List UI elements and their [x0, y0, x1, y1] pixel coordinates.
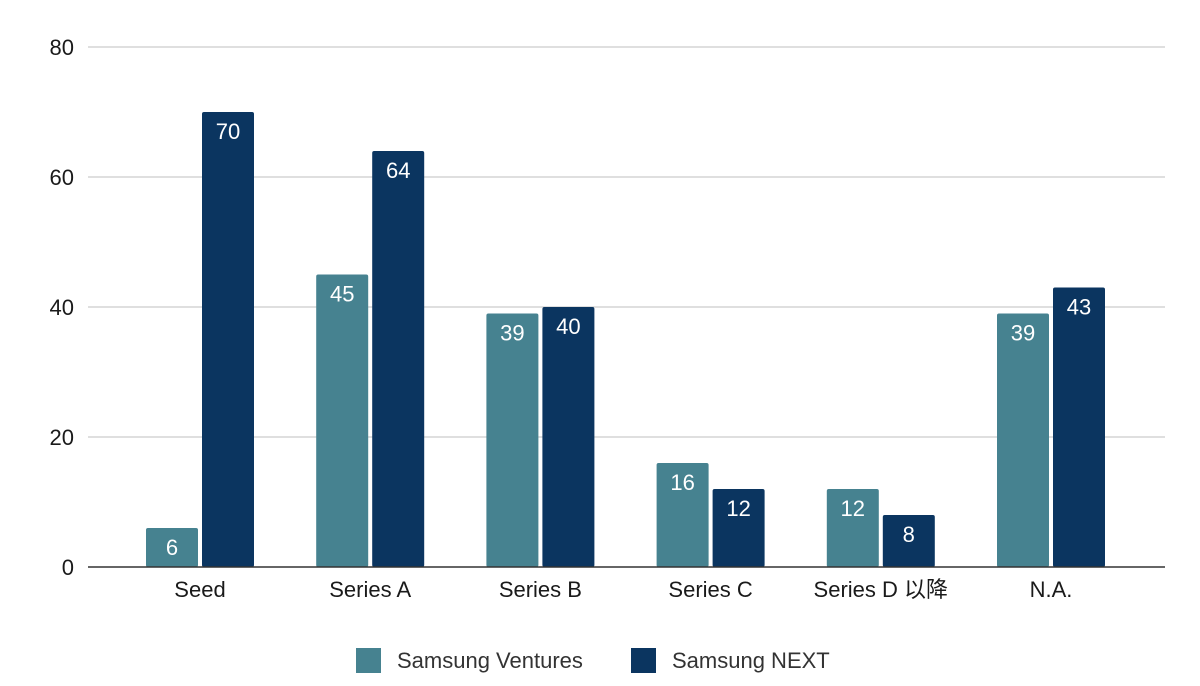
y-tick-label: 80 [50, 35, 74, 60]
bar-1-5 [1053, 287, 1105, 567]
bar-value-label: 40 [556, 314, 580, 339]
y-tick-label: 20 [50, 425, 74, 450]
bar-0-0 [146, 528, 198, 567]
bar-value-label: 6 [166, 535, 178, 560]
bar-value-label: 12 [726, 496, 750, 521]
data-labels: 6 70 45 64 39 40 16 12 12 8 39 43 [166, 119, 1091, 560]
x-tick-label: Series A [329, 577, 411, 602]
bar-value-label: 70 [216, 119, 240, 144]
bar-0-3 [656, 463, 709, 567]
bar-1-2 [542, 307, 595, 567]
bar-1-1 [372, 151, 425, 567]
bar-value-label: 8 [903, 522, 915, 547]
bar-value-label: 43 [1067, 295, 1091, 320]
bars [146, 112, 1105, 567]
bar-1-3 [712, 489, 765, 567]
bar-0-5 [997, 313, 1049, 567]
bar-value-label: 64 [386, 158, 410, 183]
bar-1-4 [882, 515, 935, 567]
bar-value-label: 16 [670, 470, 694, 495]
bar-value-label: 39 [500, 321, 524, 346]
bar-value-label: 39 [1011, 321, 1035, 346]
axes: 0 20 40 60 80 Seed Series A Series B Series C Ser… [50, 35, 1165, 602]
bar-0-1 [316, 274, 369, 567]
y-tick-label: 60 [50, 165, 74, 190]
y-tick-label: 0 [62, 555, 74, 580]
bar-0-4 [826, 489, 879, 567]
bar-value-label: 12 [841, 496, 865, 521]
bar-1-0 [202, 112, 254, 567]
bar-0-2 [486, 313, 539, 567]
legend-label: Samsung Ventures [397, 648, 583, 673]
legend: Samsung Ventures Samsung NEXT [356, 648, 830, 673]
x-tick-label: N.A. [1030, 577, 1073, 602]
bar-value-label: 45 [330, 282, 354, 307]
gridlines [88, 46, 1165, 438]
legend-swatch [356, 648, 381, 673]
x-tick-label: Series B [499, 577, 582, 602]
legend-label: Samsung NEXT [672, 648, 830, 673]
x-tick-label: Seed [174, 577, 225, 602]
y-tick-label: 40 [50, 295, 74, 320]
x-tick-label: Series C [668, 577, 752, 602]
legend-swatch [631, 648, 656, 673]
x-tick-label: Series D 以降 [814, 577, 948, 602]
